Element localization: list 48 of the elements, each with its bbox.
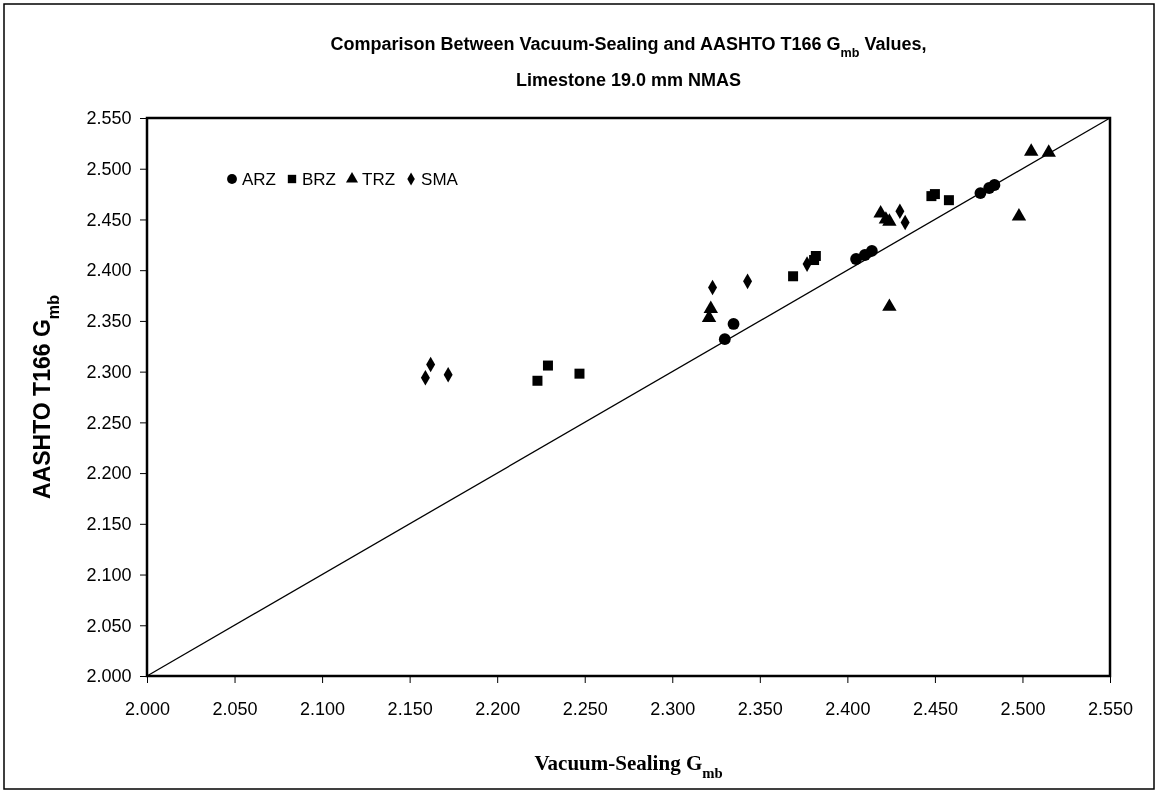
x-tick-label: 2.550 xyxy=(1087,698,1134,719)
point xyxy=(703,300,718,313)
x-tick-label: 2.250 xyxy=(562,698,608,719)
y-tick-label: 2.400 xyxy=(86,260,132,281)
point xyxy=(542,360,553,371)
point xyxy=(788,271,799,282)
point xyxy=(574,368,585,379)
x-tick-label: 2.300 xyxy=(650,698,696,719)
x-tick-label: 2.200 xyxy=(475,698,521,719)
point xyxy=(865,245,878,257)
y-tick-label: 2.000 xyxy=(86,666,132,687)
y-tick-label: 2.500 xyxy=(86,158,132,179)
y-tick-label: 2.250 xyxy=(86,412,132,433)
point xyxy=(532,375,543,386)
x-tick-label: 2.000 xyxy=(124,698,171,719)
point xyxy=(718,333,731,346)
point xyxy=(943,195,954,206)
y-tick-label: 2.050 xyxy=(86,615,132,636)
y-tick-label: 2.550 xyxy=(86,108,132,129)
x-tick-label: 2.350 xyxy=(737,698,783,719)
x-tick-label: 2.400 xyxy=(825,698,871,719)
x-axis-title: Vacuum-Sealing G$_{mb}$ xyxy=(534,751,723,781)
point xyxy=(850,253,863,265)
x-tick-label: 2.050 xyxy=(212,698,258,719)
x-tick-label: 2.450 xyxy=(912,698,958,719)
x-tick-label: 2.100 xyxy=(300,698,346,719)
legend-label: TRZ xyxy=(362,170,396,189)
y-tick-label: 2.150 xyxy=(86,514,132,535)
y-tick-label: 2.450 xyxy=(86,209,132,230)
point xyxy=(882,298,897,311)
x-tick-label: 2.150 xyxy=(387,698,433,719)
x-tick-label: 2.500 xyxy=(1000,698,1046,719)
point xyxy=(810,250,821,261)
y-tick-label: 2.300 xyxy=(86,361,132,382)
y-tick-label: 2.350 xyxy=(86,311,132,332)
point xyxy=(974,187,987,199)
point xyxy=(882,213,897,226)
point xyxy=(1024,143,1039,156)
y-tick-label: 2.100 xyxy=(86,564,132,585)
legend-label: BRZ xyxy=(302,170,336,189)
point xyxy=(727,318,740,330)
point xyxy=(988,179,1001,191)
point xyxy=(1041,144,1056,157)
chart-title: Comparison Between Vacuum-Sealing and AASHTO T166 G$_{mb}$ Values, Limestone 19.0 mm NMAS xyxy=(330,34,927,90)
legend-label: ARZ xyxy=(242,170,276,189)
y-tick-label: 2.200 xyxy=(86,463,132,484)
point xyxy=(1011,208,1027,221)
legend-label: SMA xyxy=(421,170,459,189)
